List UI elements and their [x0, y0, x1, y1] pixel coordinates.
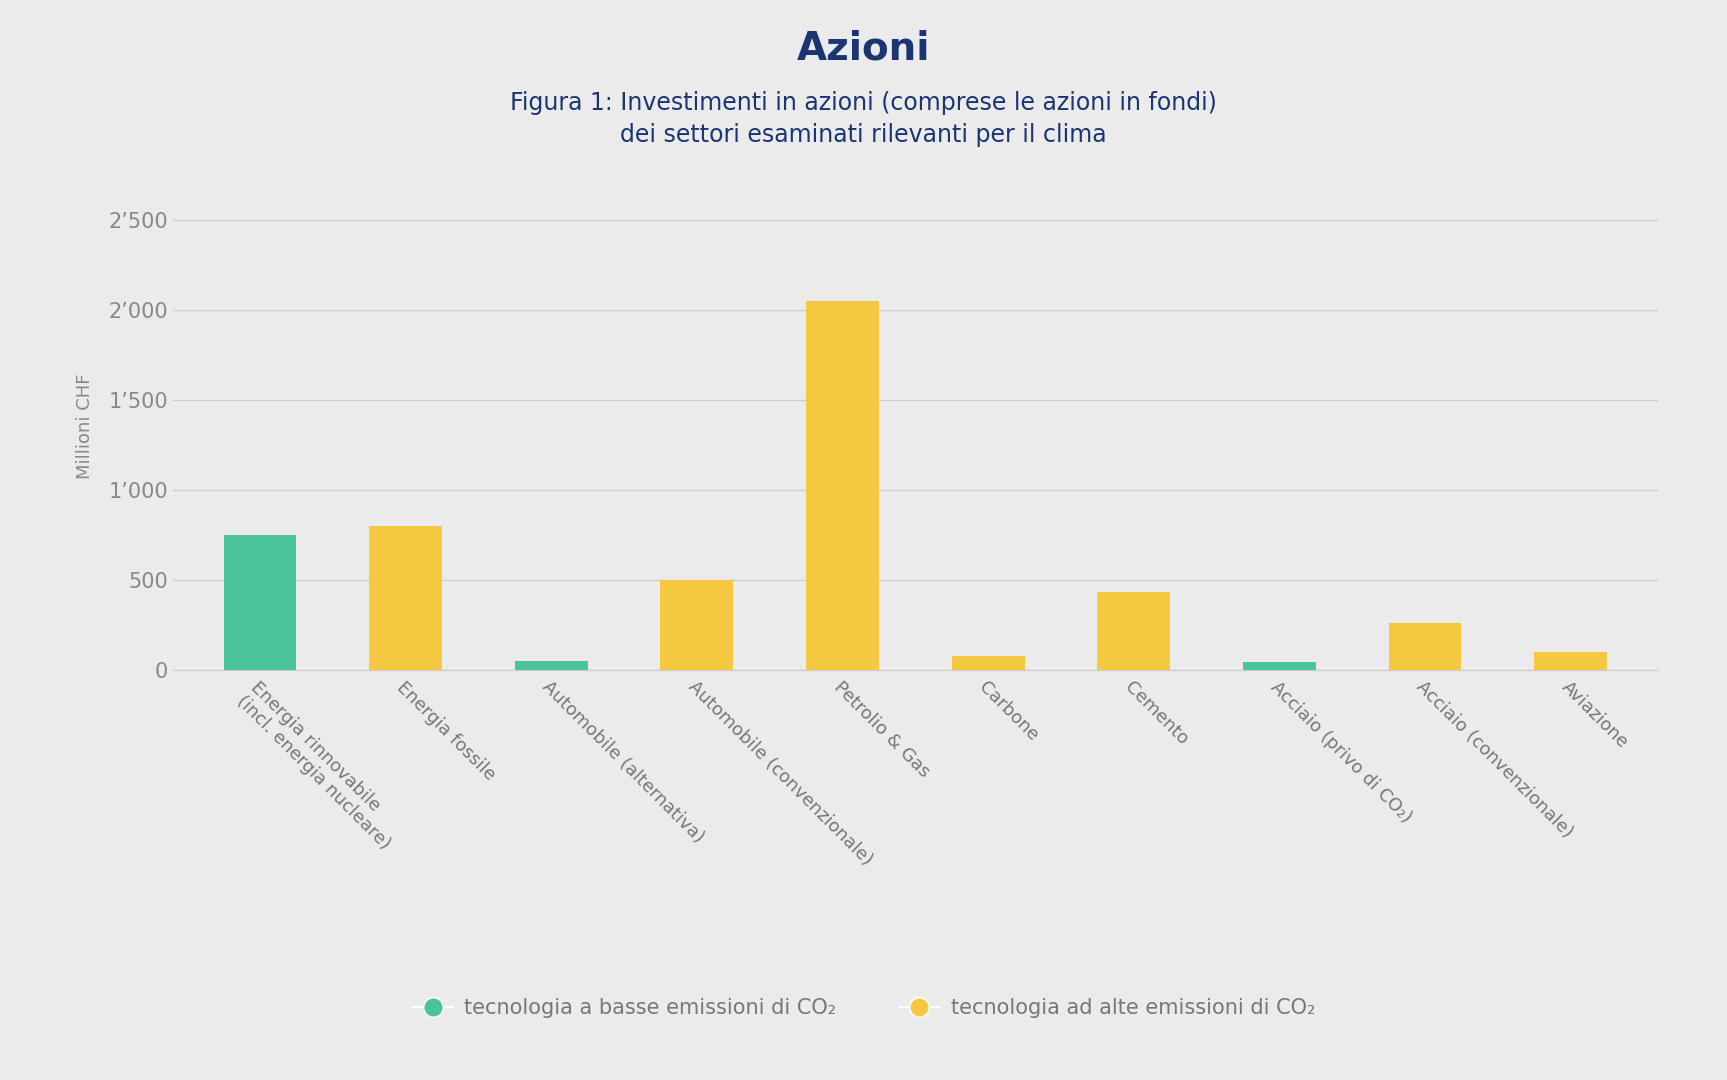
Legend: tecnologia a basse emissioni di CO₂, tecnologia ad alte emissioni di CO₂: tecnologia a basse emissioni di CO₂, tec…: [404, 989, 1323, 1026]
Bar: [1243, 662, 1316, 670]
Bar: [807, 300, 879, 670]
Bar: [370, 526, 442, 670]
Text: Azioni: Azioni: [796, 29, 931, 68]
Bar: [660, 580, 734, 670]
Y-axis label: Millioni CHF: Millioni CHF: [76, 374, 95, 480]
Bar: [1389, 623, 1461, 670]
Bar: [515, 661, 587, 670]
Text: Figura 1: Investimenti in azioni (comprese le azioni in fondi): Figura 1: Investimenti in azioni (compre…: [509, 91, 1218, 114]
Bar: [952, 656, 1024, 670]
Bar: [1097, 592, 1171, 670]
Bar: [225, 535, 297, 670]
Bar: [1534, 651, 1606, 670]
Text: dei settori esaminati rilevanti per il clima: dei settori esaminati rilevanti per il c…: [620, 123, 1107, 147]
